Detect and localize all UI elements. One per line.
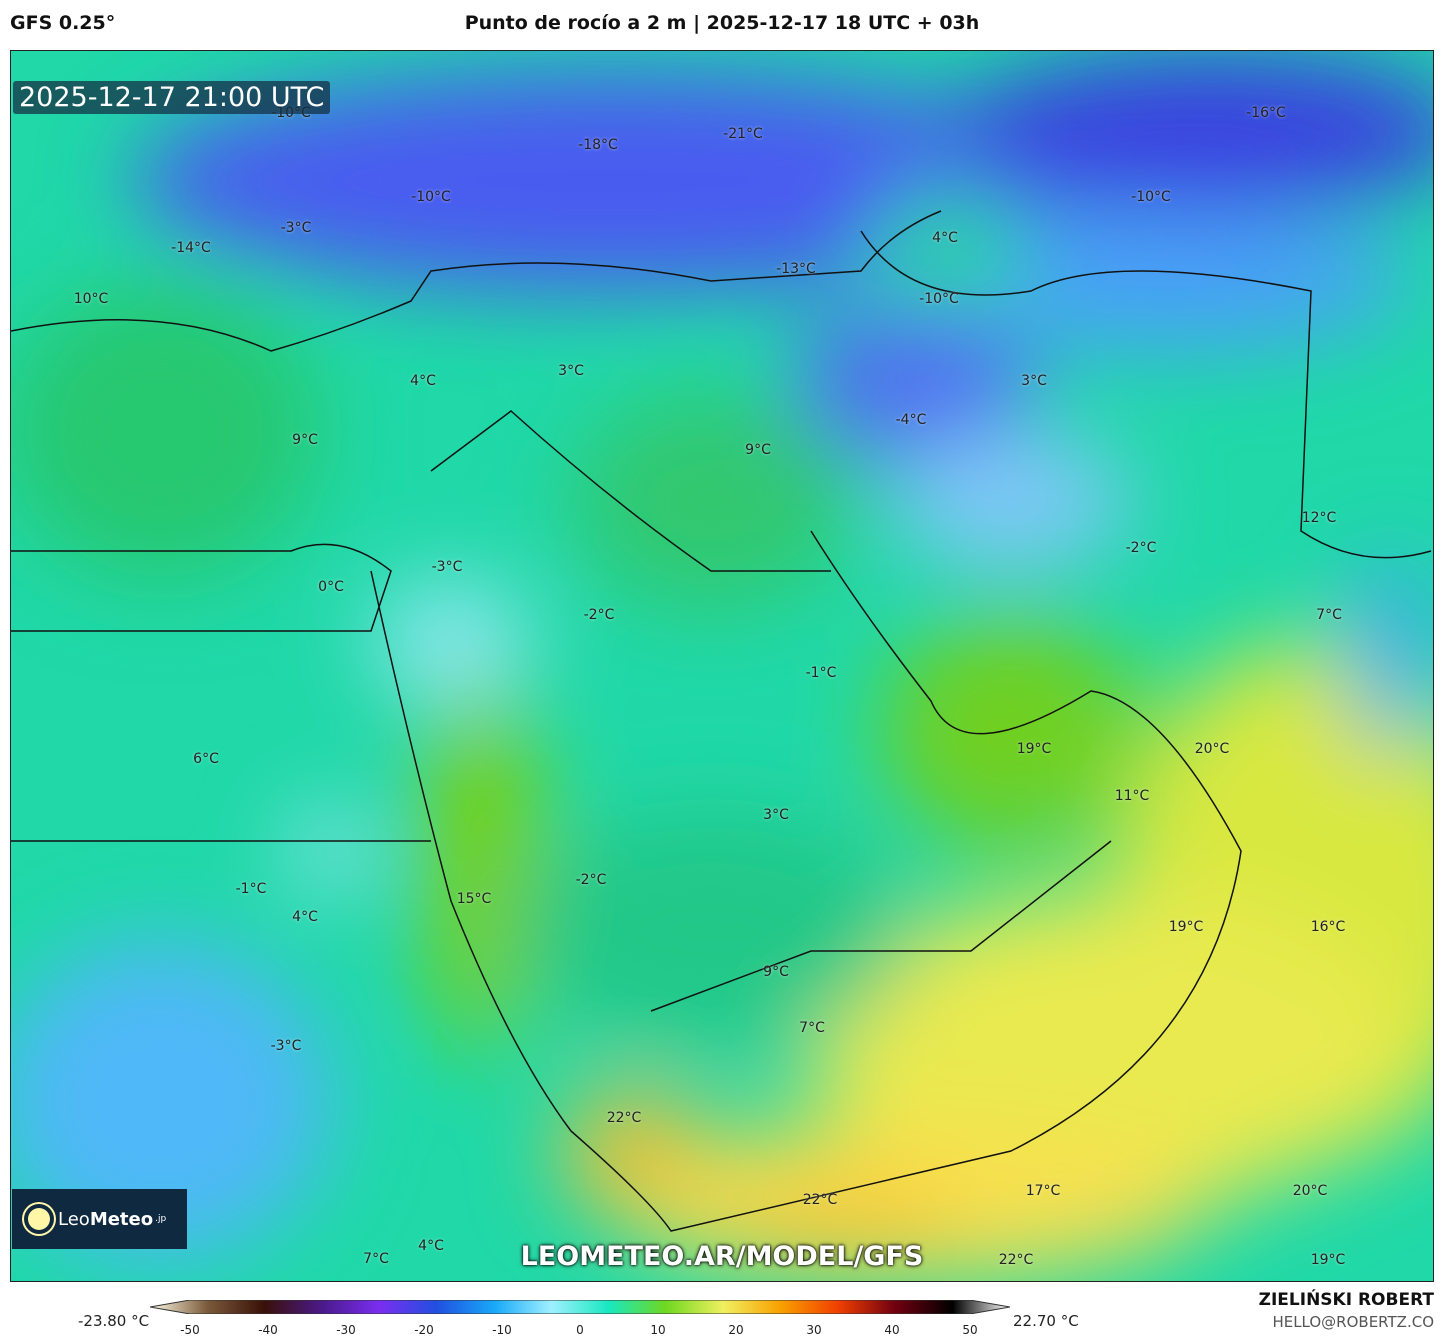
- temperature-label: 6°C: [193, 751, 219, 767]
- colorbar-tick: -40: [258, 1323, 278, 1337]
- author-email[interactable]: HELLO@ROBERTZ.CO: [1272, 1313, 1434, 1331]
- logo-text-bold: Meteo: [89, 1208, 154, 1230]
- temperature-label: 19°C: [1168, 919, 1204, 935]
- temperature-label: 10°C: [73, 291, 109, 307]
- temperature-label: 7°C: [799, 1020, 825, 1036]
- temperature-label: 9°C: [745, 442, 771, 458]
- map-title: Punto de rocío a 2 m | 2025-12-17 18 UTC…: [464, 12, 980, 34]
- colorbar: [150, 1300, 1010, 1314]
- temperature-label: 22°C: [998, 1252, 1034, 1268]
- temperature-label: -13°C: [776, 261, 816, 277]
- colorbar-tick: -50: [180, 1323, 200, 1337]
- temperature-label: -3°C: [280, 220, 312, 236]
- colorbar-min-label: -23.80 °C: [78, 1312, 150, 1330]
- temperature-label: 4°C: [932, 230, 958, 246]
- temperature-label: 17°C: [1025, 1183, 1061, 1199]
- dewpoint-map[interactable]: -10°C -18°C -21°C -16°C -10°C -10°C -3°C 4°C -14…: [10, 50, 1434, 1282]
- temperature-label: -2°C: [1125, 540, 1157, 556]
- author-name: ZIELIŃSKI ROBERT: [1258, 1290, 1434, 1310]
- temperature-label: 22°C: [802, 1192, 838, 1208]
- temperature-label: 16°C: [1310, 919, 1346, 935]
- colorbar-tick: 0: [576, 1323, 584, 1337]
- temperature-label: -10°C: [411, 189, 451, 205]
- logo-suffix: .jp: [155, 1214, 167, 1224]
- temperature-label: 19°C: [1016, 741, 1052, 757]
- temperature-label: 3°C: [763, 807, 789, 823]
- logo-text: Leo: [58, 1208, 90, 1230]
- temperature-label: -1°C: [235, 881, 267, 897]
- temperature-label: 7°C: [1316, 607, 1342, 623]
- colorbar-tick: 30: [806, 1323, 822, 1337]
- temperature-label: 3°C: [558, 363, 584, 379]
- valid-time-badge: 2025-12-17 21:00 UTC: [13, 81, 331, 114]
- temperature-label: 20°C: [1194, 741, 1230, 757]
- colorbar-tick: 10: [650, 1323, 666, 1337]
- model-name: GFS 0.25°: [10, 12, 116, 34]
- temperature-label: 3°C: [1021, 373, 1047, 389]
- temperature-label: -21°C: [723, 126, 763, 142]
- temperature-label: 19°C: [1310, 1252, 1346, 1268]
- temperature-label: -1°C: [805, 665, 837, 681]
- temperature-label: 11°C: [1114, 788, 1150, 804]
- temperature-label: 0°C: [318, 579, 344, 595]
- temperature-label: 4°C: [292, 909, 318, 925]
- temperature-label: -4°C: [895, 412, 927, 428]
- temperature-label: 22°C: [606, 1110, 642, 1126]
- temperature-label: 7°C: [363, 1251, 389, 1267]
- watermark-url: LEOMETEO.AR/MODEL/GFS: [520, 1241, 924, 1272]
- leometeo-logo[interactable]: Leo Meteo .jp: [12, 1189, 187, 1249]
- temperature-label: 4°C: [410, 373, 436, 389]
- colorbar-max-label: 22.70 °C: [1013, 1312, 1079, 1330]
- temperature-label: 4°C: [418, 1238, 444, 1254]
- temperature-label: -10°C: [1131, 189, 1171, 205]
- colorbar-tick: -30: [336, 1323, 356, 1337]
- colorbar-tick: -20: [414, 1323, 434, 1337]
- colorbar-tick: 50: [962, 1323, 978, 1337]
- temperature-label: 9°C: [292, 432, 318, 448]
- temperature-label: 12°C: [1301, 510, 1337, 526]
- colorbar-tick: 40: [884, 1323, 900, 1337]
- temperature-label: -16°C: [1246, 105, 1286, 121]
- colorbar-tick: 20: [728, 1323, 744, 1337]
- temperature-label: 20°C: [1292, 1183, 1328, 1199]
- temperature-label: 9°C: [763, 964, 789, 980]
- temperature-label: 15°C: [456, 891, 492, 907]
- temperature-label: -14°C: [171, 240, 211, 256]
- temperature-label: -3°C: [270, 1038, 302, 1054]
- temperature-label: -18°C: [578, 137, 618, 153]
- borders: [11, 210, 1432, 1232]
- temperature-label: -2°C: [583, 607, 615, 623]
- map-field: [11, 51, 1433, 1281]
- temperature-label: -3°C: [431, 559, 463, 575]
- sun-icon: [28, 1208, 50, 1230]
- temperature-label: -10°C: [919, 291, 959, 307]
- colorbar-tick: -10: [492, 1323, 512, 1337]
- temperature-label: -2°C: [575, 872, 607, 888]
